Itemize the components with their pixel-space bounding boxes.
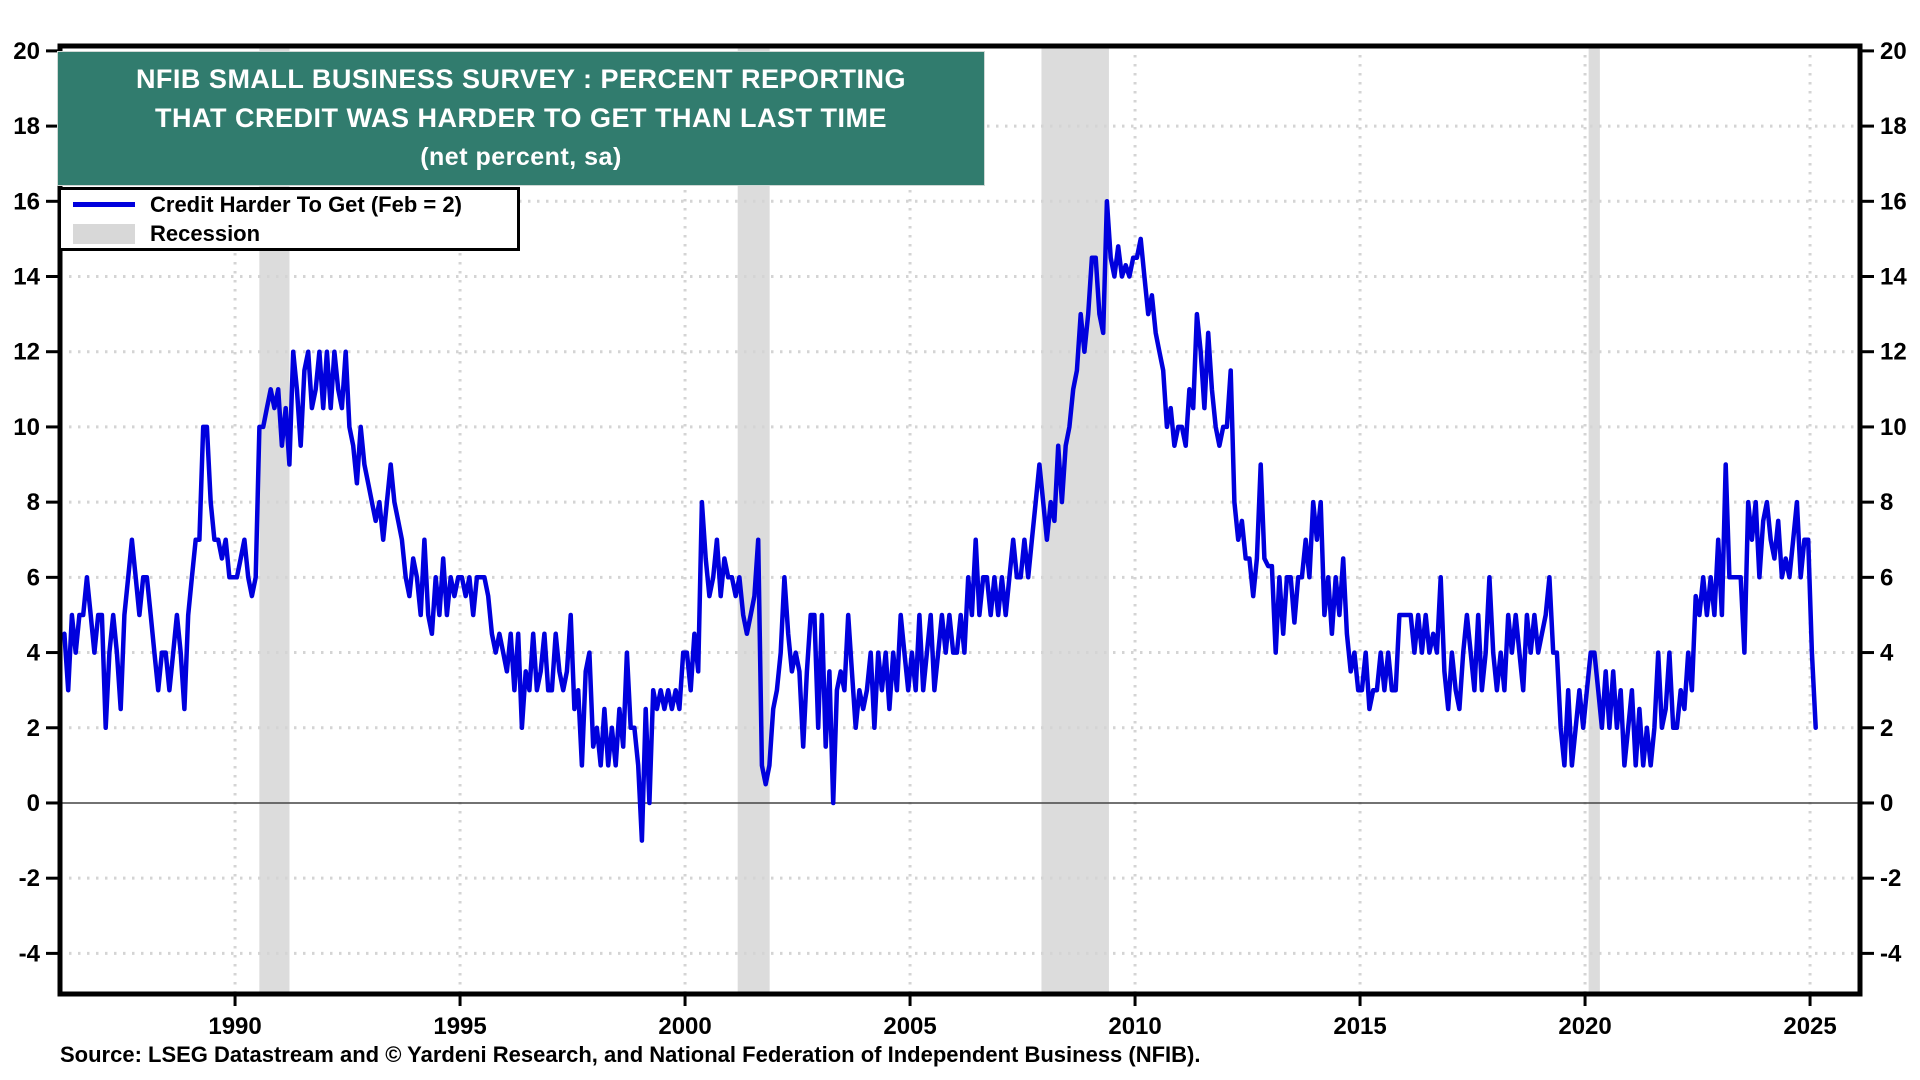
y-axis-label-left: 20 xyxy=(13,38,40,65)
y-axis-label-right: 10 xyxy=(1880,414,1907,441)
x-axis-label: 2025 xyxy=(1783,1013,1836,1040)
y-axis-label-right: 6 xyxy=(1880,564,1893,591)
x-axis-label: 2010 xyxy=(1108,1013,1161,1040)
y-axis-label-right: 20 xyxy=(1880,38,1907,65)
y-axis-label-left: 8 xyxy=(27,489,40,516)
blue-line-swatch xyxy=(73,202,135,207)
y-axis-label-right: 14 xyxy=(1880,264,1907,291)
chart-title-line-1: NFIB SMALL BUSINESS SURVEY : PERCENT REP… xyxy=(135,64,907,94)
y-axis-label-right: 18 xyxy=(1880,113,1907,140)
x-axis-label: 2015 xyxy=(1333,1013,1386,1040)
chart-title-line-2: THAT CREDIT WAS HARDER TO GET THAN LAST … xyxy=(155,103,887,133)
source-attribution: Source: LSEG Datastream and © Yardeni Re… xyxy=(60,1042,1201,1067)
gridlines xyxy=(60,46,1860,994)
y-axis-label-left: -2 xyxy=(19,865,40,892)
recession-swatch xyxy=(73,223,135,244)
x-axis-label: 1995 xyxy=(433,1013,486,1040)
recession-band xyxy=(1041,46,1109,994)
y-axis-label-left: 12 xyxy=(13,339,40,366)
chart-title-box: NFIB SMALL BUSINESS SURVEY : PERCENT REP… xyxy=(57,51,985,186)
recession-band xyxy=(737,46,770,994)
y-axis-label-left: 6 xyxy=(27,564,40,591)
legend-item-credit-line: Credit Harder To Get (Feb = 2) xyxy=(73,192,517,218)
legend-label-recession: Recession xyxy=(150,220,261,246)
axis-ticks xyxy=(46,49,1874,1006)
chart-title-line-3: (net percent, sa) xyxy=(420,143,622,171)
y-axis-label-left: 0 xyxy=(27,790,40,817)
plot-border xyxy=(57,43,1863,997)
y-axis-label-left: 10 xyxy=(13,414,40,441)
y-axis-label-left: 18 xyxy=(13,113,40,140)
recession-band xyxy=(1588,46,1600,994)
x-axis-label: 2020 xyxy=(1558,1013,1611,1040)
y-axis-label-left: 14 xyxy=(13,264,40,291)
y-axis-label-left: 2 xyxy=(27,715,40,742)
y-axis-label-left: 16 xyxy=(13,188,40,215)
y-axis-label-right: -4 xyxy=(1880,940,1902,967)
x-axis-label: 2000 xyxy=(658,1013,711,1040)
legend-label-credit: Credit Harder To Get (Feb = 2) xyxy=(150,191,462,217)
x-axis-label: 1990 xyxy=(208,1013,261,1040)
y-axis-label-right: -2 xyxy=(1880,865,1901,892)
y-axis-label-right: 2 xyxy=(1880,715,1893,742)
y-axis-label-right: 4 xyxy=(1880,640,1894,667)
plot-frame xyxy=(57,43,1863,997)
credit-harder-line xyxy=(62,199,1818,843)
y-axis-label-left: -4 xyxy=(19,940,41,967)
y-axis-label-right: 12 xyxy=(1880,339,1907,366)
y-axis-label-right: 16 xyxy=(1880,188,1907,215)
x-axis-label: 2005 xyxy=(883,1013,936,1040)
credit-harder-to-get-series xyxy=(62,199,1818,843)
legend-item-recession: Recession xyxy=(73,221,517,247)
y-axis-label-left: 4 xyxy=(27,640,41,667)
y-axis-label-right: 0 xyxy=(1880,790,1893,817)
legend: Credit Harder To Get (Feb = 2) Recession xyxy=(58,187,520,251)
y-axis-label-right: 8 xyxy=(1880,489,1893,516)
